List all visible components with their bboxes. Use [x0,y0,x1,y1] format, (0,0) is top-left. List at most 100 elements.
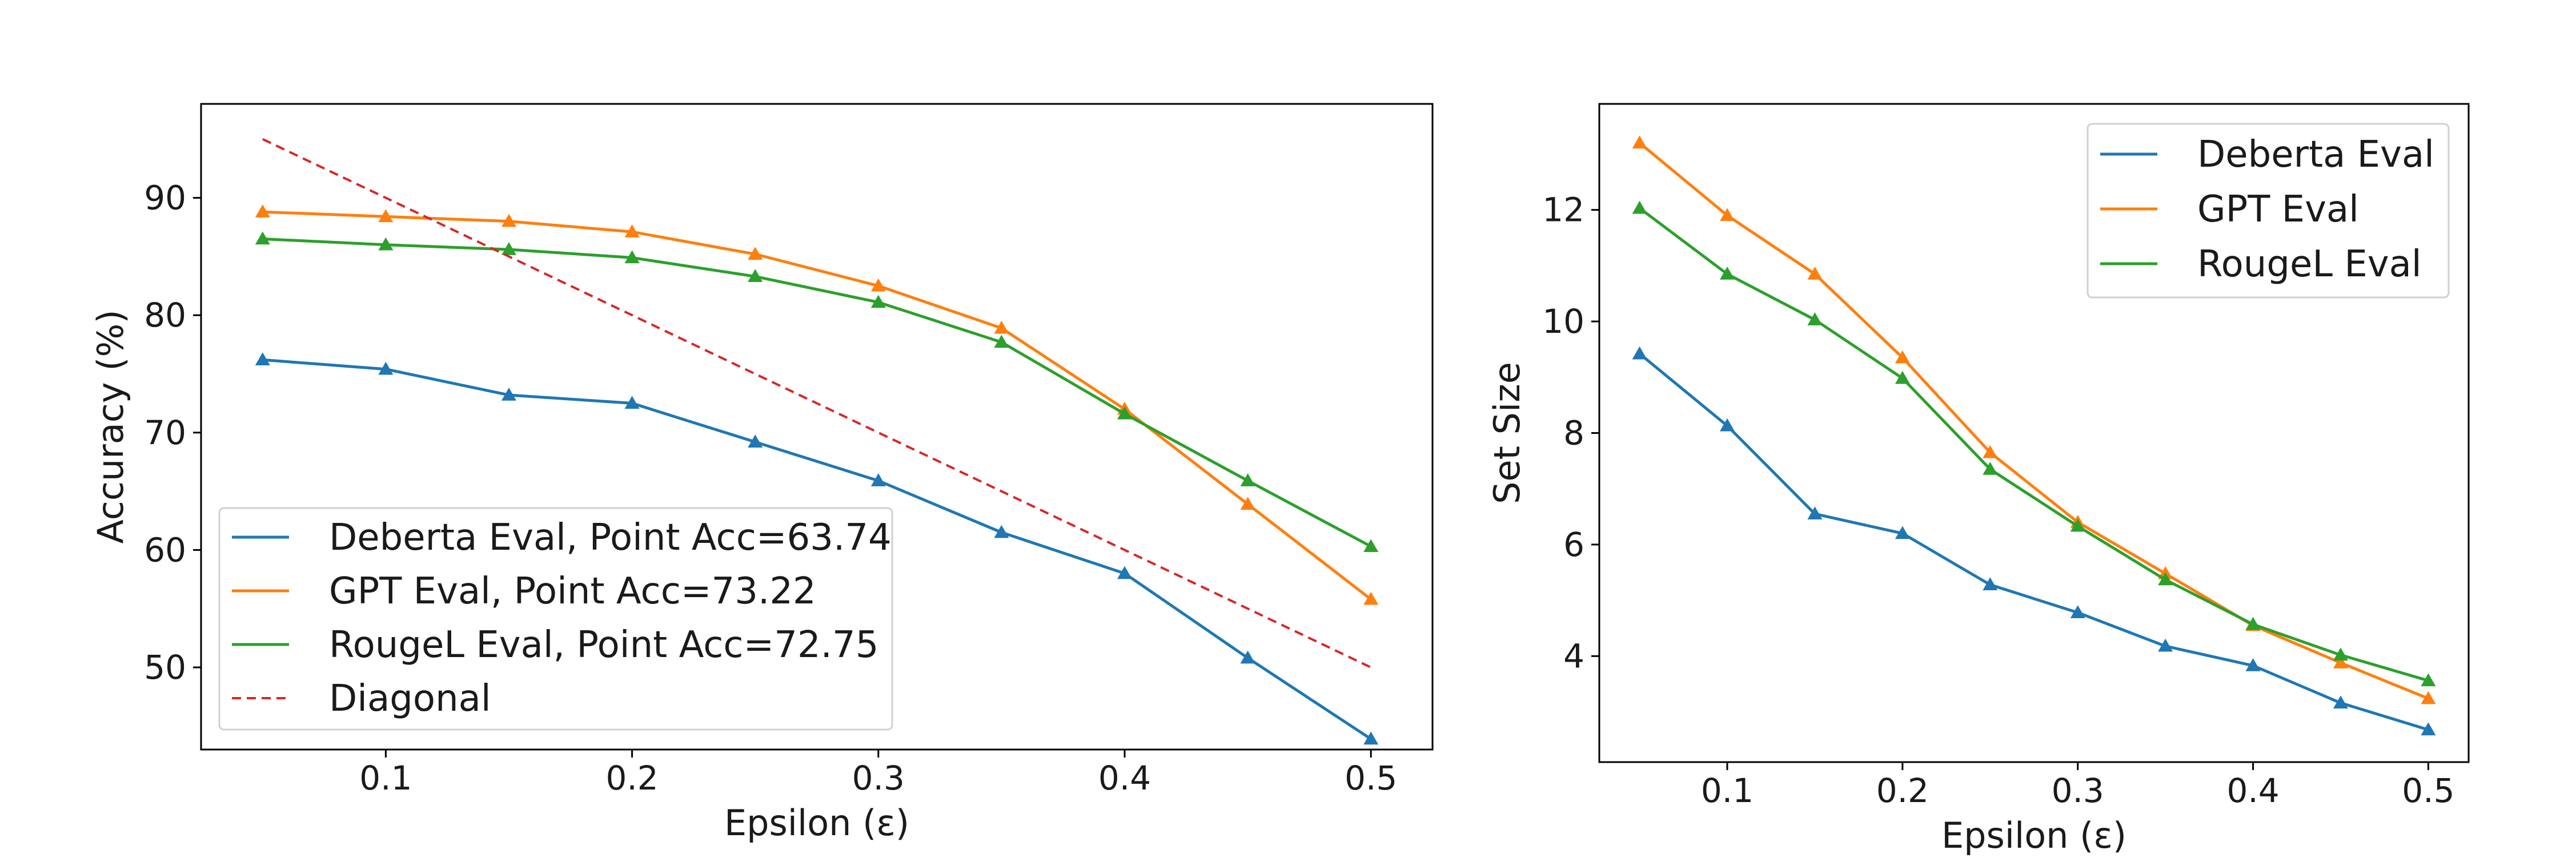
data-point [1720,418,1735,432]
data-point [748,269,763,283]
series-line [1639,142,2429,700]
x-tick-label: 0.4 [1098,759,1151,797]
x-tick-label: 0.2 [605,759,658,797]
legend-label: RougeL Eval [2197,243,2422,285]
data-point [1632,135,1647,149]
series-line [262,358,1372,740]
y-tick-label: 12 [1542,191,1584,229]
data-point [501,241,516,255]
data-point [2070,605,2085,618]
data-point [2333,695,2348,709]
y-tick-label: 4 [1563,637,1584,675]
data-point [501,387,516,401]
data-point [2245,658,2261,671]
series-line [1639,352,2429,731]
legend [2087,123,2450,299]
legend-label: GPT Eval [2197,188,2359,231]
data-point [1240,497,1255,510]
legend-label: Diagonal [329,678,491,720]
legend-label: Deberta Eval [2197,134,2434,176]
accuracy-chart: 0.1 0.2 0.3 0.4 0.5 50 60 70 80 90 Epsilon (ε) Accu… [90,103,1434,844]
y-tick-label: 80 [144,296,186,335]
data-point [748,434,763,448]
data-point [378,209,394,223]
data-point [994,335,1009,348]
data-point [1983,462,1998,475]
x-tick-label: 0.2 [1876,771,1929,810]
y-axis-label: Set Size [1486,362,1528,504]
x-tick-label: 0.1 [359,759,412,797]
x-axis-label: Epsilon (ε) [724,802,909,844]
legend [218,507,893,731]
data-point [1363,591,1379,605]
y-tick-label: 8 [1563,414,1584,453]
data-point [1895,350,1910,364]
data-point [1720,267,1735,280]
data-point [255,231,270,245]
data-point [1895,370,1910,384]
data-point [624,224,640,237]
data-point [1363,539,1379,552]
legend-label: RougeL Eval, Point Acc=72.75 [329,624,878,666]
series-line [1639,207,2429,682]
legend-label: Deberta Eval, Point Acc=63.74 [329,517,892,559]
data-point [2333,655,2348,668]
legend-label: GPT Eval, Point Acc=73.22 [329,570,816,613]
data-point [2421,673,2436,687]
data-point [2158,638,2173,652]
data-point [1240,650,1255,664]
series-line [262,210,1372,601]
data-point [1240,473,1255,486]
y-tick-label: 6 [1563,525,1584,564]
data-point [1117,566,1132,579]
data-point [501,214,516,227]
data-point [1807,506,1823,519]
x-axis-label: Epsilon (ε) [1941,815,2126,856]
series-line [262,138,1372,668]
y-tick-label: 90 [144,179,186,217]
data-point [870,278,886,292]
data-point [624,396,640,409]
x-tick-label: 0.3 [2052,771,2104,810]
x-tick-label: 0.5 [2402,771,2454,810]
data-point [1117,406,1132,420]
data-point [2158,572,2173,586]
y-tick-label: 10 [1542,302,1584,341]
set-size-chart: 0.1 0.2 0.3 0.4 0.5 4 6 8 10 12 Epsilon (ε) Set Siz… [1486,103,2470,856]
data-point [1807,312,1823,325]
data-point [1720,208,1735,221]
data-point [870,473,886,486]
y-tick-label: 60 [144,530,186,569]
data-point [255,352,270,366]
data-point [1363,731,1379,745]
data-point [624,250,640,264]
data-point [1983,577,1998,591]
data-point [378,361,394,375]
y-tick-label: 50 [144,648,186,687]
data-point [255,204,270,217]
x-tick-label: 0.4 [2226,771,2279,810]
x-tick-label: 0.1 [1701,771,1754,810]
data-point [2421,691,2436,704]
data-point [2421,722,2436,736]
x-tick-label: 0.3 [852,759,905,797]
plot-frame [200,103,1434,751]
data-point [1983,445,1998,458]
data-point [2070,518,2085,532]
data-point [1632,200,1647,214]
data-point [870,295,886,308]
y-tick-label: 70 [144,413,186,452]
data-point [2245,617,2261,630]
data-point [1632,346,1647,360]
data-point [378,237,394,251]
y-axis-label: Accuracy (%) [90,309,131,543]
data-point [748,247,763,260]
data-point [2333,647,2348,661]
data-point [1895,526,1910,539]
x-tick-label: 0.5 [1345,759,1397,797]
series-line [262,237,1372,548]
data-point [994,525,1009,538]
data-point [994,320,1009,334]
data-point [1807,267,1823,280]
